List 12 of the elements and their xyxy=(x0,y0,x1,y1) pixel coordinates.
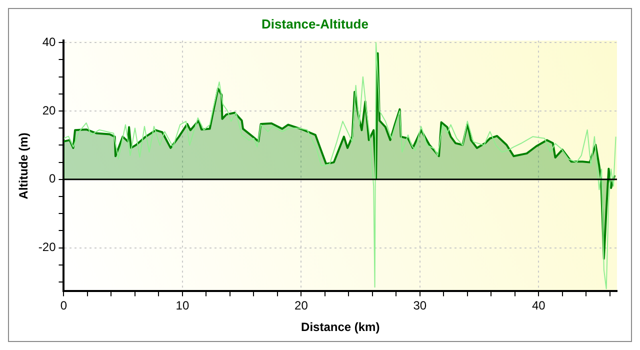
x-tick-label: 30 xyxy=(413,298,427,313)
y-tick-label: -20 xyxy=(38,240,56,254)
chart-title: Distance-Altitude xyxy=(262,16,368,32)
y-tick-label: 20 xyxy=(42,103,56,118)
x-tick-label: 0 xyxy=(60,298,68,313)
y-tick-label: 0 xyxy=(49,172,56,186)
x-axis-title: Distance (km) xyxy=(301,320,380,334)
x-tick-label: 20 xyxy=(294,298,308,313)
x-tick-label: 40 xyxy=(532,298,546,313)
y-axis-title: Altitude (m) xyxy=(16,132,31,200)
y-tick-label: 40 xyxy=(42,34,56,49)
x-tick-label: 10 xyxy=(176,298,190,313)
